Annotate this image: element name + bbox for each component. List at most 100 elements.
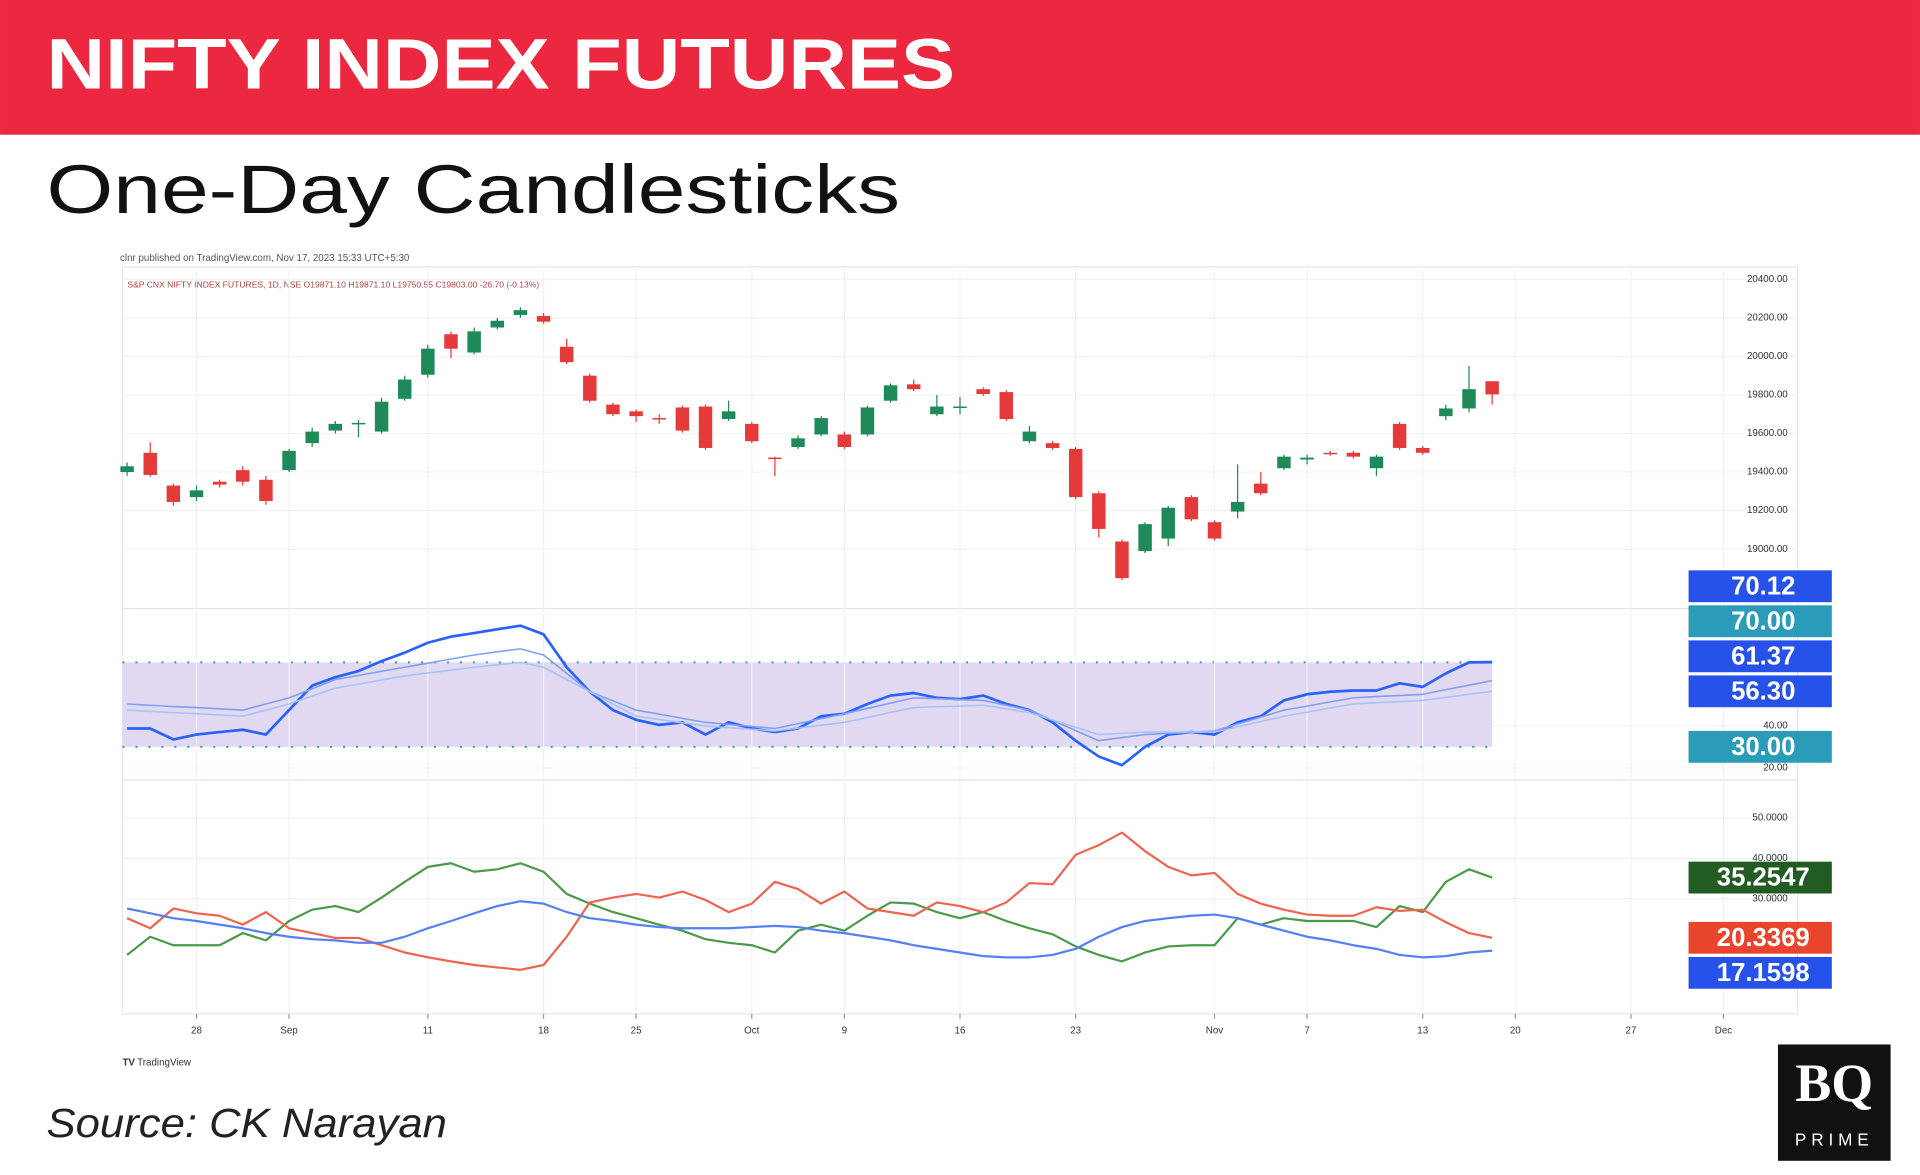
value-badge [1688,956,1832,989]
value-badge-label: 56.30 [1731,677,1795,705]
x-tick-label: 25 [631,1026,642,1037]
value-badge-label: 30.00 [1731,733,1795,761]
candle-body [1138,524,1152,552]
candle-body [1462,389,1476,409]
value-badge-label: 20.3369 [1717,924,1810,952]
logo-name: PRIME [1795,1130,1874,1150]
y-tick-label: 19200.00 [1747,505,1788,516]
value-badge [1688,640,1832,673]
y-tick-label: 40.0000 [1752,853,1788,864]
candle-body [1254,483,1268,494]
candle-body [1045,443,1060,448]
x-tick-label: 7 [1304,1026,1309,1037]
subtitle: One-Day Candlesticks [47,151,900,228]
value-badge-label: 61.37 [1731,642,1795,670]
value-badge [1688,861,1832,894]
y-tick-label: 20000.00 [1747,351,1788,362]
candle-body [1161,507,1175,539]
candle-body [305,431,319,444]
y-tick-label: 30.0000 [1752,893,1788,904]
x-tick-label: 23 [1070,1026,1081,1037]
mark-layer [120,307,1499,971]
candle-body [883,385,898,401]
series-line [126,900,1493,959]
candle-body [953,406,967,408]
candle-body [930,406,944,415]
candle-body [675,407,690,431]
candle-body [282,450,296,471]
value-badge-label: 70.00 [1731,607,1795,635]
watermark: TradingView [137,1057,192,1068]
candle-body [490,320,505,328]
value-badge [1688,675,1832,708]
candle-body [1068,448,1083,498]
candle-body [1022,431,1037,442]
candle-body [351,422,366,425]
series-line [127,661,1493,736]
y-tick-label: 20400.00 [1747,274,1788,285]
candle-body [1323,452,1337,455]
candle-body [721,411,736,420]
x-tick-label: 20 [1510,1026,1521,1037]
candle-body [999,392,1014,420]
logo-box [1777,1044,1891,1161]
y-tick-label: 19800.00 [1747,390,1788,401]
candle-body [1230,501,1245,512]
candle-body [1184,497,1199,520]
value-badge [1688,921,1832,954]
candle-body [1415,447,1430,453]
logo-mark: BQ [1795,1053,1873,1113]
candle-body [513,310,528,315]
y-tick-label: 40.00 [1763,720,1788,731]
title: NIFTY INDEX FUTURES [47,26,956,105]
candle-body [120,466,134,473]
candle-body [536,315,551,322]
candle-body [860,407,875,435]
candle-body [837,434,852,448]
candle-body [444,334,458,349]
candle-body [166,485,181,502]
candle-body [814,418,828,435]
candle-body [1439,408,1453,417]
candle-body [976,389,990,394]
series-line [126,831,1493,971]
candle-body [143,452,157,475]
series-line [126,862,1493,963]
candle-body [1485,381,1499,395]
candle-body [1346,452,1361,457]
value-badge-label: 70.12 [1731,572,1795,600]
candle-body [397,379,412,399]
candle-body [629,411,643,417]
x-tick-label: Oct [744,1026,759,1037]
x-tick-label: 13 [1417,1026,1428,1037]
candle-body [559,346,574,363]
candle-body [328,423,343,431]
candle-body [1300,457,1314,460]
candle-body [259,479,273,501]
candle-body [906,384,921,390]
value-badge-label: 17.1598 [1717,959,1810,987]
candle-body [1115,541,1129,579]
value-badge [1688,730,1832,763]
x-tick-label: Sep [280,1026,298,1037]
candle-body [652,418,666,420]
candle-body [1092,493,1106,529]
y-tick-label: 20.00 [1763,763,1788,774]
series-line [127,624,1493,767]
candle-body [606,404,620,415]
logo: BQ PRIME [1777,1044,1891,1161]
candle-body [745,423,759,442]
candle-body [583,375,597,401]
x-tick-label: Nov [1206,1026,1224,1037]
candle-body [1207,522,1222,539]
y-tick-label: 50.0000 [1752,813,1788,824]
x-tick-label: Dec [1715,1026,1733,1037]
band-fill [122,662,1493,747]
candle-body [421,348,435,375]
y-tick-label: 19000.00 [1747,544,1788,555]
series-line [127,648,1493,742]
title-bar [0,0,1920,135]
y-tick-label: 19400.00 [1747,467,1788,478]
candle-body [467,331,481,353]
